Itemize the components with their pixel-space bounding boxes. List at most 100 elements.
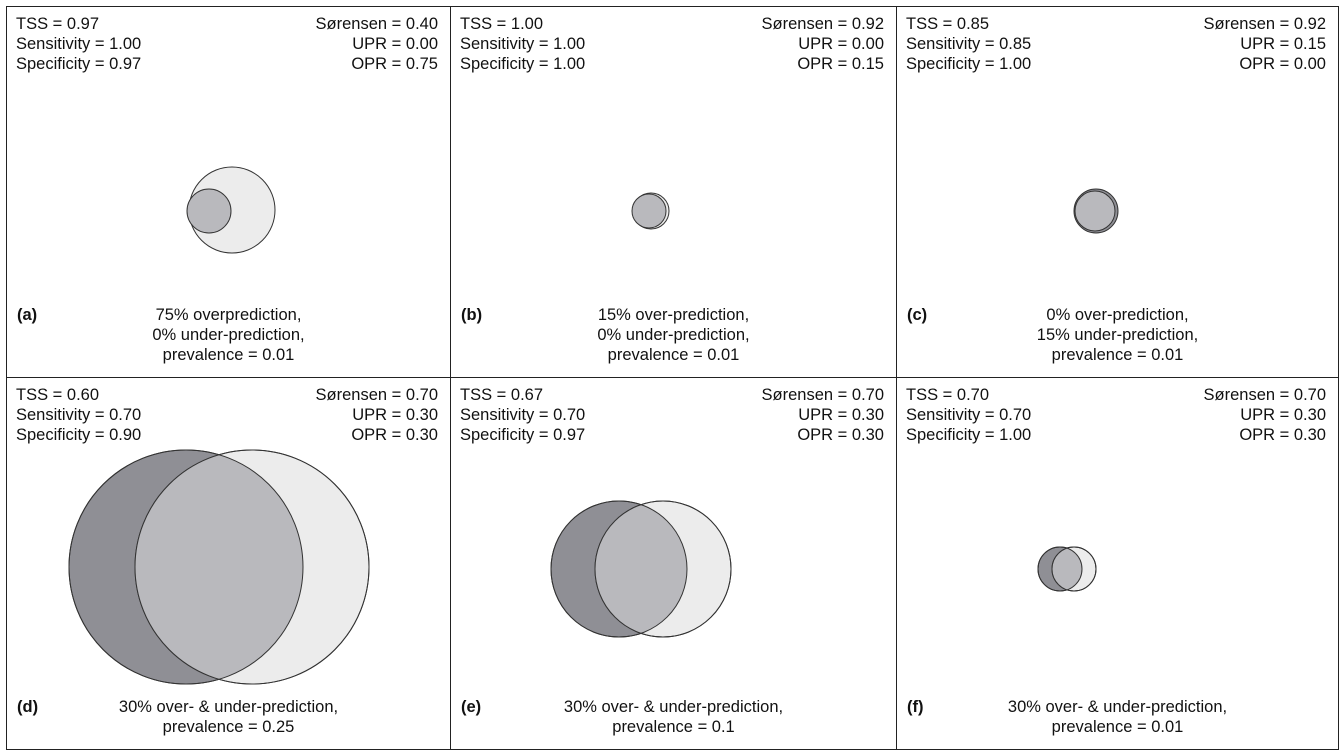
caption-line: 0% over-prediction, [1046, 306, 1189, 324]
metrics-left: TSS = 0.60 Sensitivity = 0.70 Specificit… [16, 385, 141, 445]
metrics-left: TSS = 1.00 Sensitivity = 1.00 Specificit… [460, 14, 585, 74]
predicted-outline [1051, 546, 1097, 592]
tss-value: TSS = 1.00 [460, 15, 544, 33]
overlap-region [595, 501, 687, 637]
observed-outline [550, 500, 688, 638]
opr-value: OPR = 0.15 [797, 55, 884, 73]
upr-value: UPR = 0.30 [352, 406, 438, 424]
sorensen-value: Sørensen = 0.70 [761, 386, 884, 404]
tss-value: TSS = 0.67 [460, 386, 544, 404]
upr-value: UPR = 0.30 [1240, 406, 1326, 424]
sorensen-value: Sørensen = 0.70 [315, 386, 438, 404]
panel-caption: 75% overprediction, 0% under-prediction,… [7, 305, 450, 365]
metrics-right: Sørensen = 0.70 UPR = 0.30 OPR = 0.30 [762, 385, 884, 445]
opr-value: OPR = 0.30 [797, 426, 884, 444]
caption-line: 30% over- & under-prediction, [563, 698, 784, 716]
venn-diagram-d [68, 449, 370, 685]
opr-value: OPR = 0.30 [351, 426, 438, 444]
sorensen-value: Sørensen = 0.92 [1203, 15, 1326, 33]
sensitivity-value: Sensitivity = 0.85 [906, 35, 1032, 53]
upr-value: UPR = 0.30 [798, 406, 884, 424]
sensitivity-value: Sensitivity = 1.00 [16, 35, 142, 53]
observed-outline [68, 449, 304, 685]
metrics-left: TSS = 0.67 Sensitivity = 0.70 Specificit… [460, 385, 585, 445]
panel-f: TSS = 0.70 Sensitivity = 0.70 Specificit… [896, 377, 1339, 750]
predicted-outline [134, 449, 370, 685]
opr-value: OPR = 0.30 [1239, 426, 1326, 444]
caption-line: prevalence = 0.1 [612, 718, 735, 736]
venn-diagram-f [1037, 546, 1097, 592]
caption-line: 30% over- & under-prediction, [118, 698, 339, 716]
predicted-outline [594, 500, 732, 638]
caption-line: 0% under-prediction, [152, 326, 305, 344]
panel-label: (b) [461, 306, 483, 324]
caption-line: prevalence = 0.01 [607, 346, 740, 364]
specificity-value: Specificity = 0.97 [16, 55, 142, 73]
sensitivity-value: Sensitivity = 1.00 [460, 35, 586, 53]
panel-caption: 30% over- & under-prediction, prevalence… [897, 697, 1338, 737]
caption-line: 30% over- & under-prediction, [1007, 698, 1228, 716]
upr-value: UPR = 0.00 [798, 35, 884, 53]
predicted-circle [1074, 190, 1116, 232]
overlap-region [135, 450, 303, 684]
caption-line: prevalence = 0.01 [1051, 346, 1184, 364]
caption-line: 15% over-prediction, [597, 306, 750, 324]
panel-label: (a) [17, 306, 38, 324]
caption-line: 15% under-prediction, [1036, 326, 1199, 344]
sorensen-value: Sørensen = 0.40 [315, 15, 438, 33]
caption-line: prevalence = 0.01 [1051, 718, 1184, 736]
panel-label: (f) [907, 698, 924, 716]
metrics-right: Sørensen = 0.40 UPR = 0.00 OPR = 0.75 [316, 14, 438, 74]
panel-b: TSS = 1.00 Sensitivity = 1.00 Specificit… [450, 6, 897, 378]
panel-c: TSS = 0.85 Sensitivity = 0.85 Specificit… [896, 6, 1339, 378]
metrics-left: TSS = 0.70 Sensitivity = 0.70 Specificit… [906, 385, 1031, 445]
overlap-region [1052, 547, 1082, 591]
observed-outline [1037, 546, 1083, 592]
caption-line: prevalence = 0.25 [162, 718, 295, 736]
panel-label: (e) [461, 698, 482, 716]
panel-caption: 15% over-prediction, 0% under-prediction… [451, 305, 896, 365]
specificity-value: Specificity = 0.90 [16, 426, 142, 444]
tss-value: TSS = 0.70 [906, 386, 990, 404]
sensitivity-value: Sensitivity = 0.70 [16, 406, 142, 424]
venn-diagram-a [186, 166, 276, 254]
specificity-value: Specificity = 1.00 [906, 426, 1032, 444]
upr-value: UPR = 0.15 [1240, 35, 1326, 53]
caption-line: 0% under-prediction, [597, 326, 750, 344]
observed-circle [186, 188, 232, 234]
panel-caption: 0% over-prediction, 15% under-prediction… [897, 305, 1338, 365]
opr-value: OPR = 0.00 [1239, 55, 1326, 73]
venn-diagram-e [550, 500, 732, 638]
observed-circle [631, 193, 667, 229]
caption-line: 75% overprediction, [155, 306, 302, 324]
tss-value: TSS = 0.85 [906, 15, 990, 33]
specificity-value: Specificity = 1.00 [460, 55, 586, 73]
venn-diagram-c [1073, 188, 1119, 234]
specificity-value: Specificity = 1.00 [906, 55, 1032, 73]
tss-value: TSS = 0.97 [16, 15, 100, 33]
panel-caption: 30% over- & under-prediction, prevalence… [451, 697, 896, 737]
tss-value: TSS = 0.60 [16, 386, 100, 404]
panel-a: TSS = 0.97 Sensitivity = 1.00 Specificit… [6, 6, 451, 378]
panel-e: TSS = 0.67 Sensitivity = 0.70 Specificit… [450, 377, 897, 750]
venn-diagram-b [631, 192, 670, 230]
metrics-right: Sørensen = 0.70 UPR = 0.30 OPR = 0.30 [1204, 385, 1326, 445]
metrics-left: TSS = 0.85 Sensitivity = 0.85 Specificit… [906, 14, 1031, 74]
sorensen-value: Sørensen = 0.70 [1203, 386, 1326, 404]
panel-d: TSS = 0.60 Sensitivity = 0.70 Specificit… [6, 377, 451, 750]
metrics-right: Sørensen = 0.92 UPR = 0.00 OPR = 0.15 [762, 14, 884, 74]
panel-label: (d) [17, 698, 39, 716]
metrics-right: Sørensen = 0.92 UPR = 0.15 OPR = 0.00 [1204, 14, 1326, 74]
panel-caption: 30% over- & under-prediction, prevalence… [7, 697, 450, 737]
upr-value: UPR = 0.00 [352, 35, 438, 53]
sensitivity-value: Sensitivity = 0.70 [460, 406, 586, 424]
specificity-value: Specificity = 0.97 [460, 426, 586, 444]
metrics-right: Sørensen = 0.70 UPR = 0.30 OPR = 0.30 [316, 385, 438, 445]
opr-value: OPR = 0.75 [351, 55, 438, 73]
caption-line: prevalence = 0.01 [162, 346, 295, 364]
panel-label: (c) [907, 306, 928, 324]
metrics-left: TSS = 0.97 Sensitivity = 1.00 Specificit… [16, 14, 141, 74]
sorensen-value: Sørensen = 0.92 [761, 15, 884, 33]
sensitivity-value: Sensitivity = 0.70 [906, 406, 1032, 424]
